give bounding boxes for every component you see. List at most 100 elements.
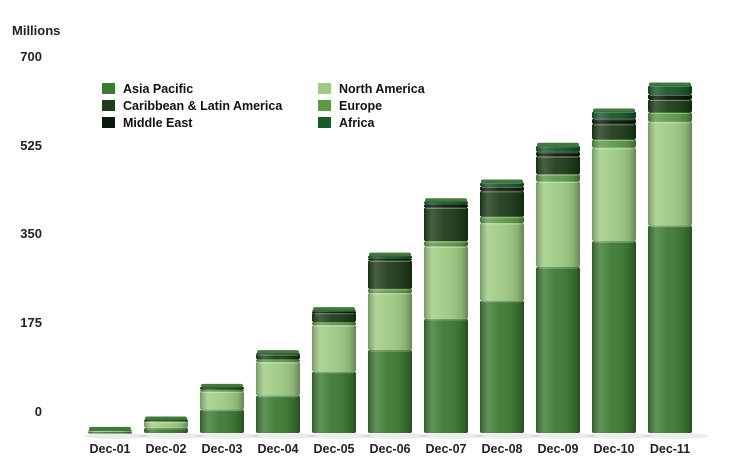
legend-swatch [102,100,115,111]
bar-segment-shading [648,121,692,226]
legend-item: North America [318,82,426,96]
bar-stack [420,198,484,439]
bar-shadow [476,433,540,439]
x-tick-label: Dec-02 [146,442,187,456]
legend-item: Middle East [102,116,193,130]
bar-segment-shading [256,354,300,360]
legend-label: Africa [339,116,375,130]
bar-stack [308,307,372,439]
x-tick-label: Dec-05 [314,442,355,456]
bar-segment-shading [200,389,244,392]
x-tick-label: Dec-01 [90,442,131,456]
bar-shadow [140,433,204,439]
bar-stack [644,82,708,439]
legend-item: Asia Pacific [102,82,193,96]
bar-segment-shading [312,312,356,323]
bar-segment-shading [536,151,580,157]
bar-segment-shading [648,99,692,113]
bar-shadow [364,433,428,439]
x-tick-label: Dec-11 [650,442,690,456]
bar-cap [649,82,691,87]
legend: Asia Pacific Caribbean & Latin America Mid… [102,82,426,130]
bar-stack [588,108,652,439]
bar-shadow [196,433,260,439]
legend-item: Europe [318,99,382,113]
bar-segment-shading [312,371,356,433]
bar-segment-shading [424,204,468,208]
bar-segment-shading [368,258,412,261]
bar-segment-shading [144,421,188,428]
bar-segment-shading [312,311,356,314]
bar-segment-shading [424,246,468,319]
bar-segment-shading [424,241,468,247]
bar-segment-shading [312,325,356,372]
legend-swatch [318,117,331,128]
bar-segment-shading [592,123,636,140]
legend-swatch [318,100,331,111]
bar-segment-shading [312,322,356,326]
legend-item: Caribbean & Latin America [102,99,283,113]
bar-shadow [588,433,652,439]
bar-segment-shading [480,300,524,433]
legend-label: Caribbean & Latin America [123,99,283,113]
bar-cap [145,416,187,421]
bar-segment-shading [200,409,244,433]
bar-segment-shading [480,182,524,187]
bar-segment-shading [536,156,580,175]
y-axis-title: Millions [12,23,60,38]
bar-cap [537,142,579,147]
y-tick-label: 700 [20,49,42,64]
x-tick-label: Dec-07 [426,442,467,456]
bar-stack [252,350,316,439]
bar-cap [89,426,131,431]
bar-segment-shading [144,427,188,433]
bar-cap [201,383,243,388]
bar-cap [481,179,523,184]
legend-label: Europe [339,99,382,113]
x-tick-label: Dec-10 [594,442,635,456]
y-tick-label: 350 [20,226,42,241]
bar-shadow [84,433,148,439]
bar-segment-shading [536,267,580,433]
bar-stack [196,383,260,439]
bar-segment-shading [592,118,636,124]
bar-segment-shading [480,216,524,223]
bar-segment-shading [424,318,468,433]
y-tick-label: 525 [20,138,42,153]
bar-stack [364,252,428,439]
bar-segment-shading [480,186,524,191]
bar-segment-shading [368,260,412,289]
bar-segment-shading [480,190,524,217]
bar-segment-shading [592,111,636,119]
bar-segment-shading [648,225,692,433]
bars-group [84,82,708,439]
bar-cap [369,252,411,257]
legend-label: Middle East [123,116,193,130]
bar-shadow [252,433,316,439]
bar-segment-shading [648,112,692,122]
bar-shadow [420,433,484,439]
x-axis: Dec-01 Dec-02 Dec-03 Dec-04 Dec-05 Dec-06 Dec-… [90,442,691,456]
bar-shadow [532,433,596,439]
bar-stack [476,179,540,439]
bar-stack [84,426,148,439]
x-tick-label: Dec-08 [482,442,523,456]
bar-cap [425,198,467,203]
bar-segment-shading [424,207,468,242]
bar-shadow [308,433,372,439]
bar-segment-shading [256,361,300,396]
x-tick-label: Dec-03 [202,442,243,456]
bar-cap [593,108,635,113]
x-tick-label: Dec-06 [370,442,411,456]
y-tick-label: 0 [35,404,42,419]
bar-stack [532,142,596,439]
x-tick-label: Dec-09 [538,442,579,456]
bar-segment-shading [592,241,636,433]
legend-item: Africa [318,116,375,130]
bar-segment-shading [200,391,244,410]
legend-label: Asia Pacific [123,82,193,96]
bar-segment-shading [256,359,300,362]
bar-segment-shading [368,292,412,351]
legend-swatch [318,83,331,94]
